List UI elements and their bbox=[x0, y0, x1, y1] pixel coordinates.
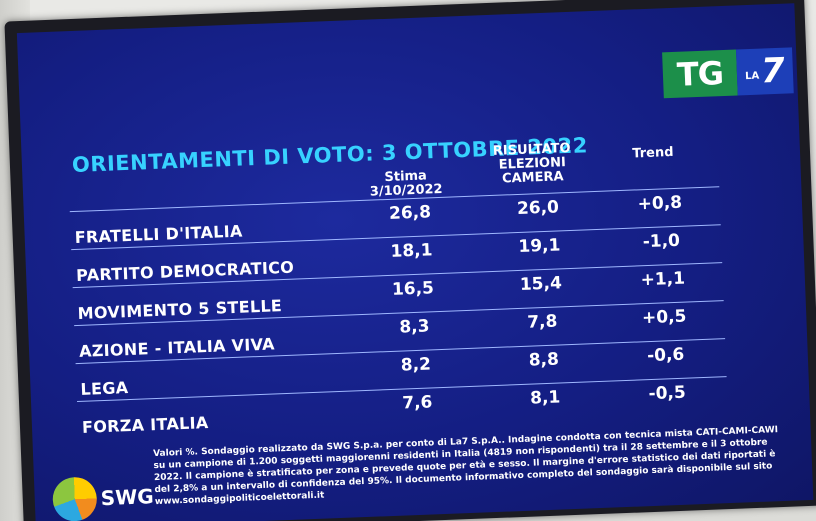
la7-logo: LA 7 bbox=[736, 47, 794, 96]
trend-value: -0,6 bbox=[646, 344, 685, 367]
trend-value: +0,5 bbox=[641, 306, 687, 329]
risultato-value: 8,8 bbox=[528, 349, 560, 371]
stima-value: 26,8 bbox=[388, 202, 432, 224]
risultato-value: 19,1 bbox=[518, 235, 561, 257]
stima-value: 8,3 bbox=[399, 316, 430, 338]
risultato-value: 15,4 bbox=[519, 273, 563, 295]
tg-logo: TG bbox=[662, 49, 738, 99]
swg-logo: SWG bbox=[44, 468, 156, 521]
trend-value: +1,1 bbox=[640, 268, 686, 291]
risultato-value: 8,1 bbox=[529, 387, 561, 409]
methodology-note: Valori %. Sondaggio realizzato da SWG S.… bbox=[152, 425, 779, 508]
swg-globe-icon bbox=[51, 476, 98, 521]
party-name: FORZA ITALIA bbox=[81, 413, 209, 437]
tv-screen: TG LA 7 ORIENTAMENTI DI VOTO: 3 OTTOBRE … bbox=[16, 3, 814, 521]
trend-value: +0,8 bbox=[637, 192, 683, 215]
risultato-value: 7,8 bbox=[526, 311, 558, 333]
column-header-risultato: RISULTATO ELEZIONI CAMERA bbox=[482, 141, 584, 187]
column-header-trend: Trend bbox=[632, 144, 674, 162]
party-name: LEGA bbox=[80, 378, 129, 399]
column-header-risultato-line: CAMERA bbox=[501, 169, 564, 187]
trend-value: -0,5 bbox=[648, 382, 687, 405]
la7-logo-seven: 7 bbox=[760, 50, 786, 92]
tv-frame: TG LA 7 ORIENTAMENTI DI VOTO: 3 OTTOBRE … bbox=[4, 0, 816, 521]
stima-value: 16,5 bbox=[391, 278, 435, 300]
stima-value: 8,2 bbox=[400, 354, 432, 376]
poll-table: FRATELLI D'ITALIA 26,8 26,0 +0,8 PARTITO… bbox=[69, 186, 729, 440]
stima-value: 18,1 bbox=[390, 240, 433, 262]
la7-logo-la: LA bbox=[744, 70, 760, 82]
swg-logo-text: SWG bbox=[100, 484, 155, 511]
risultato-value: 26,0 bbox=[516, 197, 560, 219]
column-header-stima: Stima 3/10/2022 bbox=[360, 168, 451, 200]
trend-value: -1,0 bbox=[642, 230, 681, 253]
stima-value: 7,6 bbox=[401, 392, 433, 414]
